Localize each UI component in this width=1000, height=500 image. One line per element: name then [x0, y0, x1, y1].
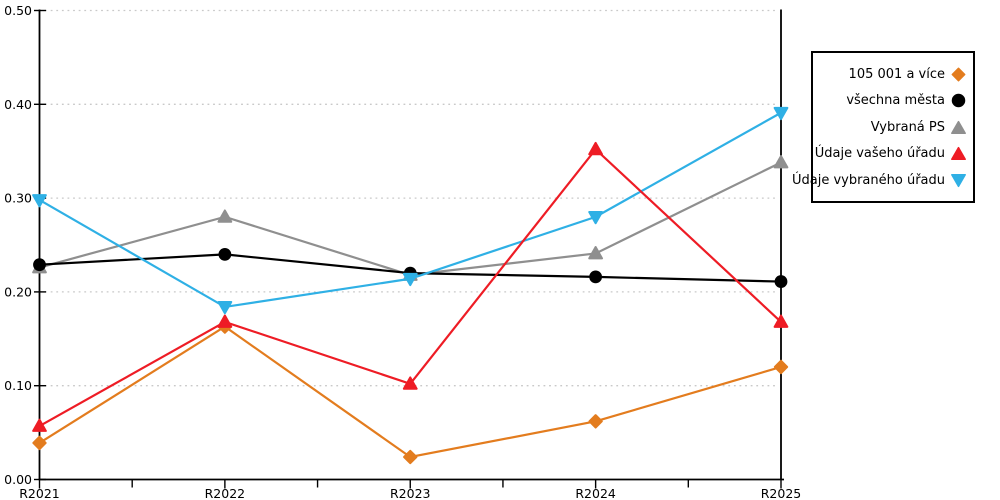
legend: 105 001 a více všechna města Vybraná PS Úda…	[792, 51, 975, 203]
x-axis-tick-label: R2025	[761, 486, 802, 500]
data-point-marker	[588, 246, 604, 260]
y-axis-tick-label: 0.50	[4, 3, 32, 18]
gridlines	[39, 9, 777, 387]
data-point-marker	[217, 314, 233, 328]
data-point-marker	[774, 275, 788, 288]
legend-item: Vybraná PS	[813, 120, 973, 135]
legend-label: Vybraná PS	[870, 119, 945, 135]
data-point-marker	[588, 210, 604, 225]
data-point-marker	[773, 314, 789, 328]
data-point-marker	[589, 270, 603, 284]
data-point-marker	[773, 359, 789, 375]
data-point-marker	[217, 301, 233, 315]
circle-icon	[951, 93, 966, 108]
data-point-marker	[218, 247, 232, 261]
series-3	[32, 141, 789, 432]
triangle-up-icon	[951, 120, 966, 135]
y-axis-tick-label: 0.40	[4, 97, 32, 112]
series-4	[32, 106, 789, 315]
legend-item: všechna města	[813, 93, 973, 108]
triangle-up-icon	[951, 146, 966, 161]
data-point-marker	[32, 418, 47, 432]
y-axis-tick-label: 0.00	[4, 472, 32, 487]
y-axis-tick-label: 0.10	[4, 378, 32, 393]
legend-label: všechna města	[846, 93, 945, 108]
data-point-marker	[32, 194, 47, 208]
x-axis-tick-label: R2021	[19, 486, 60, 500]
data-point-marker	[217, 209, 233, 223]
data-point-marker	[33, 258, 46, 272]
legend-label: 105 001 a více	[848, 66, 945, 82]
data-point-marker	[588, 414, 603, 429]
data-point-marker	[402, 376, 418, 390]
series-0	[32, 319, 789, 465]
triangle-down-icon	[951, 173, 966, 188]
y-axis-tick-label: 0.30	[4, 191, 32, 206]
data-point-marker	[773, 106, 789, 121]
data-point-marker	[32, 435, 47, 451]
legend-label: Údaje vašeho úřadu	[814, 146, 945, 161]
data-point-marker	[403, 449, 418, 465]
legend-item: Údaje vašeho úřadu	[813, 146, 973, 161]
legend-item: Údaje vybraného úřadu	[792, 173, 973, 188]
legend-item: 105 001 a více	[813, 67, 973, 82]
data-point-marker	[588, 141, 604, 156]
x-axis-tick-label: R2023	[390, 486, 431, 500]
data-point-marker	[773, 155, 789, 169]
diamond-icon	[951, 67, 966, 82]
x-axis-tick-label: R2024	[575, 486, 616, 500]
series-line	[38, 325, 782, 459]
data-point-marker	[402, 272, 418, 287]
y-axis-tick-label: 0.20	[4, 284, 32, 299]
legend-label: Údaje vybraného úřadu	[791, 172, 945, 188]
x-axis-tick-label: R2022	[205, 486, 246, 500]
